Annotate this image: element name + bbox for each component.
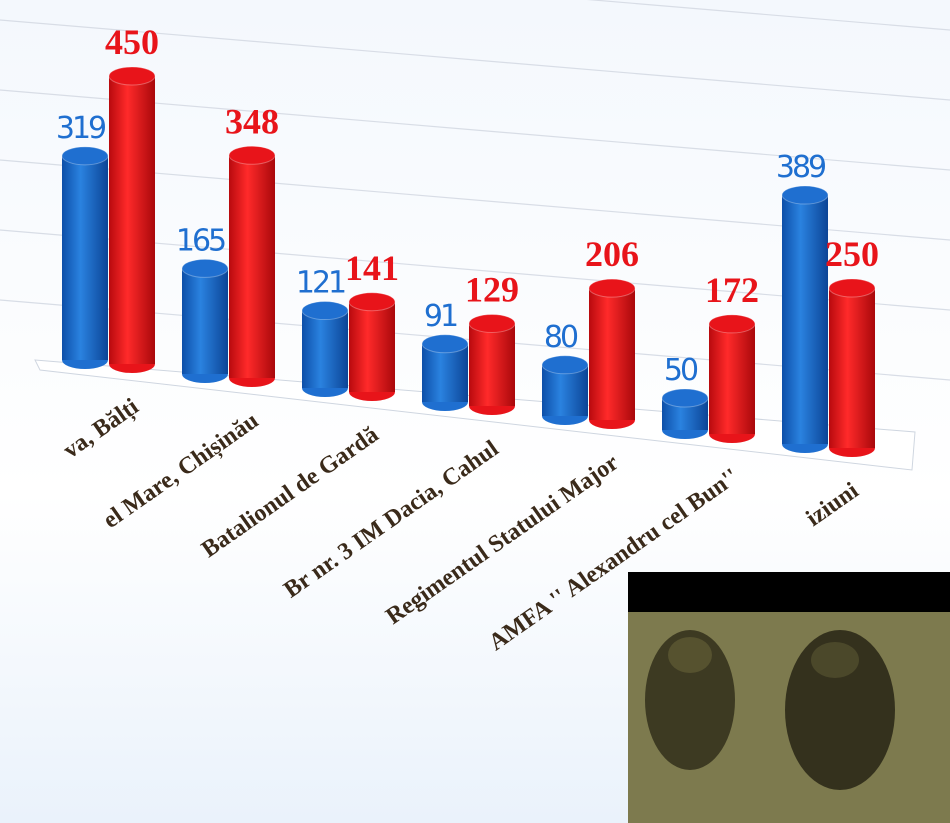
bar-cap xyxy=(541,355,589,375)
bar-cap xyxy=(828,278,876,298)
bar xyxy=(109,76,155,364)
bar xyxy=(709,323,755,434)
video-figure xyxy=(668,637,712,673)
bar xyxy=(302,310,348,388)
bar-cap xyxy=(588,278,636,298)
bar-cap xyxy=(61,146,109,166)
bar xyxy=(469,323,515,406)
bar-cap xyxy=(781,185,829,205)
bars xyxy=(61,66,876,457)
value-label: 389 xyxy=(776,150,825,185)
bar xyxy=(229,155,275,378)
bar-cap xyxy=(301,301,349,321)
video-thumbnail xyxy=(628,572,950,823)
value-label: 206 xyxy=(585,234,639,274)
bar-cap xyxy=(108,66,156,86)
bar xyxy=(349,301,395,392)
bar xyxy=(829,288,875,448)
grid-line xyxy=(0,19,950,101)
value-label: 121 xyxy=(296,266,345,301)
grid-line xyxy=(586,0,950,31)
value-label: 141 xyxy=(345,248,399,288)
bar xyxy=(62,155,108,360)
video-figure xyxy=(645,630,735,770)
value-label: 319 xyxy=(56,111,105,146)
grid-line xyxy=(0,89,950,171)
bar-cap xyxy=(181,258,229,278)
value-label: 165 xyxy=(176,223,225,258)
bar-cap xyxy=(421,334,469,354)
bar-cap xyxy=(228,145,276,165)
bar xyxy=(182,268,228,374)
value-label: 172 xyxy=(705,270,759,310)
value-label: 91 xyxy=(424,299,457,334)
video-figure xyxy=(811,642,859,678)
bar xyxy=(782,195,828,444)
bar-cap xyxy=(708,314,756,334)
value-label: 250 xyxy=(825,234,879,274)
value-label: 450 xyxy=(105,22,159,62)
bar xyxy=(422,343,468,402)
bar-cap xyxy=(468,313,516,333)
bar-cap xyxy=(661,388,709,408)
bar-cap xyxy=(348,292,396,312)
bar xyxy=(589,288,635,420)
value-label: 129 xyxy=(465,269,519,309)
value-label: 348 xyxy=(225,101,279,141)
value-label: 80 xyxy=(544,320,578,355)
value-label: 50 xyxy=(664,353,698,388)
video-figure xyxy=(785,630,895,790)
